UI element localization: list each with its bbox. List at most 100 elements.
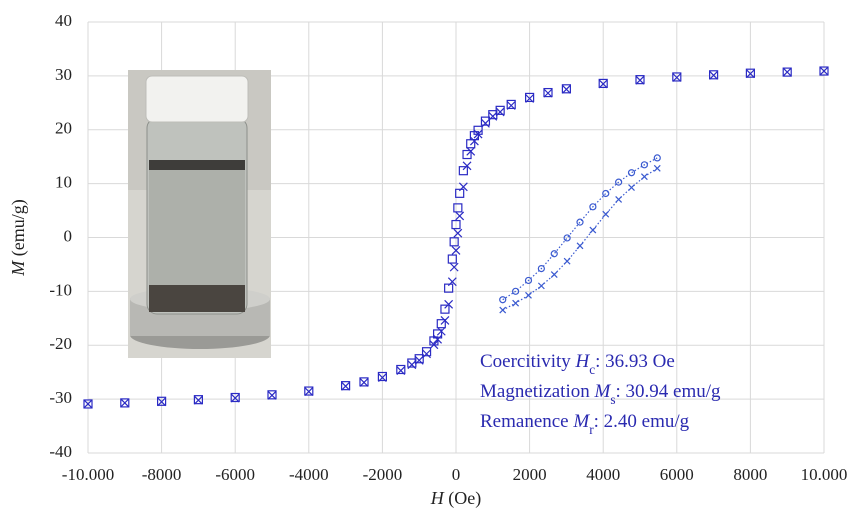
- point: [672, 72, 682, 82]
- point: [377, 373, 387, 382]
- point: [193, 395, 203, 405]
- point: [120, 398, 130, 408]
- point: [653, 164, 661, 172]
- annotation-part: r: [589, 422, 594, 437]
- y-tick-label: -20: [49, 334, 72, 353]
- point: [708, 70, 719, 80]
- point: [230, 393, 240, 403]
- point: [537, 264, 545, 273]
- point: [429, 340, 439, 350]
- x-tick-label: 2000: [513, 465, 547, 484]
- point: [451, 246, 461, 255]
- y-tick-label: -30: [49, 388, 72, 407]
- point: [462, 149, 472, 160]
- point: [449, 237, 459, 247]
- point: [709, 70, 719, 80]
- annotation-part: M: [594, 381, 612, 402]
- y-tick-label: 30: [55, 65, 72, 84]
- point: [589, 203, 597, 211]
- point: [414, 355, 424, 365]
- point: [453, 228, 463, 238]
- annotation-part: s: [610, 392, 615, 407]
- x-axis-label: H (Oe): [430, 488, 481, 509]
- y-axis-label: M (emu/g): [8, 199, 29, 276]
- series-line: [502, 157, 658, 301]
- point: [341, 381, 351, 391]
- point: [598, 79, 608, 89]
- point: [602, 210, 610, 218]
- annotation: Remanence Mr: 2.40 emu/g: [480, 411, 690, 436]
- point: [304, 387, 314, 397]
- point: [449, 262, 459, 272]
- y-tick-label: 10: [55, 173, 72, 192]
- point: [469, 136, 479, 146]
- point: [267, 390, 277, 400]
- point: [83, 399, 93, 409]
- x-tick-label: -6000: [215, 465, 255, 484]
- point: [745, 69, 755, 79]
- annotation-part: : 30.94 emu/g: [616, 381, 722, 402]
- x-tick-label: 8000: [733, 465, 767, 484]
- annotation-part: H: [575, 351, 591, 372]
- point: [458, 166, 468, 176]
- point: [499, 296, 507, 304]
- point: [628, 184, 635, 191]
- meniscus: [149, 160, 245, 170]
- point: [745, 68, 756, 78]
- annotation: Coercitivity Hc: 36.93 Oe: [480, 351, 675, 376]
- point: [444, 299, 454, 309]
- point: [359, 377, 369, 387]
- y-tick-label: 0: [64, 226, 73, 245]
- point: [462, 161, 472, 171]
- point: [451, 219, 461, 230]
- point: [414, 354, 424, 364]
- y-tick-label: 20: [55, 119, 72, 138]
- point: [819, 66, 829, 76]
- point: [83, 399, 93, 409]
- point: [602, 189, 610, 198]
- point: [615, 178, 623, 186]
- point: [512, 287, 520, 295]
- point: [455, 211, 465, 221]
- point: [512, 299, 520, 307]
- x-axis-label-part: H: [430, 488, 445, 508]
- point: [506, 101, 516, 110]
- point: [396, 364, 406, 375]
- point: [440, 316, 450, 325]
- annotation-part: : 2.40 emu/g: [594, 411, 690, 432]
- y-tick-label: 40: [55, 11, 72, 30]
- point: [455, 188, 465, 198]
- point: [525, 291, 532, 299]
- point: [782, 67, 792, 77]
- point: [304, 386, 314, 396]
- point: [421, 347, 432, 357]
- point: [488, 111, 498, 121]
- x-tick-label: 0: [452, 465, 461, 484]
- point: [466, 146, 476, 156]
- point: [481, 118, 490, 128]
- annotation-part: : 36.93 Oe: [595, 351, 675, 372]
- point: [672, 73, 682, 82]
- point: [433, 334, 443, 344]
- point: [193, 395, 203, 405]
- annotation-part: Coercitivity: [480, 351, 576, 372]
- point: [524, 92, 535, 103]
- point: [444, 283, 454, 293]
- sediment: [149, 285, 245, 312]
- point: [377, 371, 387, 382]
- point: [473, 129, 483, 139]
- cap: [145, 75, 249, 123]
- point: [447, 277, 457, 287]
- point: [407, 360, 417, 370]
- point: [436, 319, 446, 329]
- point: [653, 154, 661, 162]
- point: [550, 271, 558, 278]
- point: [563, 257, 571, 265]
- annotation-part: Magnetization: [480, 381, 595, 402]
- point: [640, 161, 648, 169]
- point: [267, 390, 277, 400]
- point: [563, 234, 571, 242]
- point: [120, 398, 130, 408]
- point: [598, 78, 608, 89]
